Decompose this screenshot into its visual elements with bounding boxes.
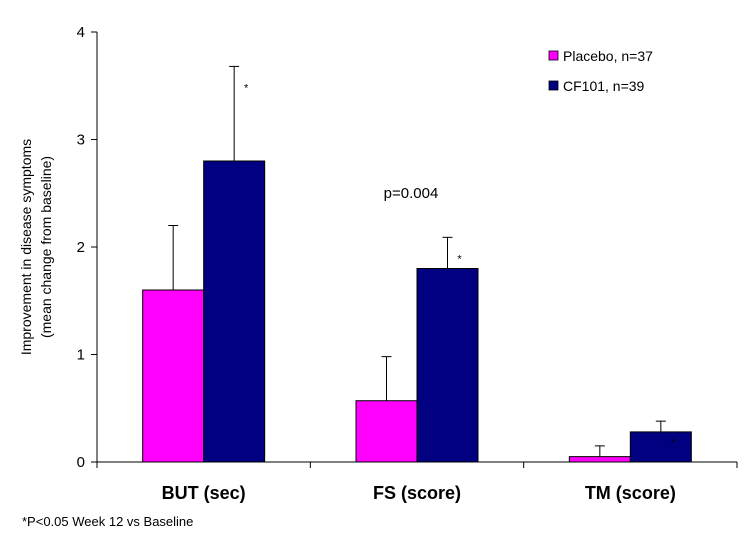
y-tick-label: 3 [77,132,85,149]
significance-star: * [457,253,462,265]
legend-label-placebo: Placebo, n=37 [563,48,653,64]
significance-star: * [244,82,249,94]
y-tick-label: 2 [77,239,85,256]
x-category-label: TM (score) [585,483,676,503]
bar-placebo [142,289,205,463]
legend-label-cf101: CF101, n=39 [563,78,645,94]
significance-star: * [671,437,676,449]
y-axis-label-line1: Improvement in disease symptoms [18,139,34,355]
bar-cf101 [203,160,266,463]
y-tick-label: 1 [77,347,85,364]
footnote: *P<0.05 Week 12 vs Baseline [22,514,193,529]
y-tick-label: 0 [77,454,85,471]
bar-placebo [355,400,418,463]
bar-placebo [568,456,631,463]
x-category-label: FS (score) [373,483,461,503]
bar-cf101 [416,268,479,463]
y-axis-label-line2: (mean change from baseline) [38,156,54,338]
plot-area: 0 1 2 3 4 * BUT (sec) * FS (score) * TM (score) [77,24,738,503]
p-value-annotation: p=0.004 [384,185,439,202]
legend: Placebo, n=37 CF101, n=39 [548,48,653,94]
x-category-label: BUT (sec) [162,483,246,503]
legend-swatch-cf101 [548,80,559,91]
y-tick-label: 4 [77,24,85,41]
bar-cf101 [629,431,692,463]
legend-swatch-placebo [548,50,559,61]
